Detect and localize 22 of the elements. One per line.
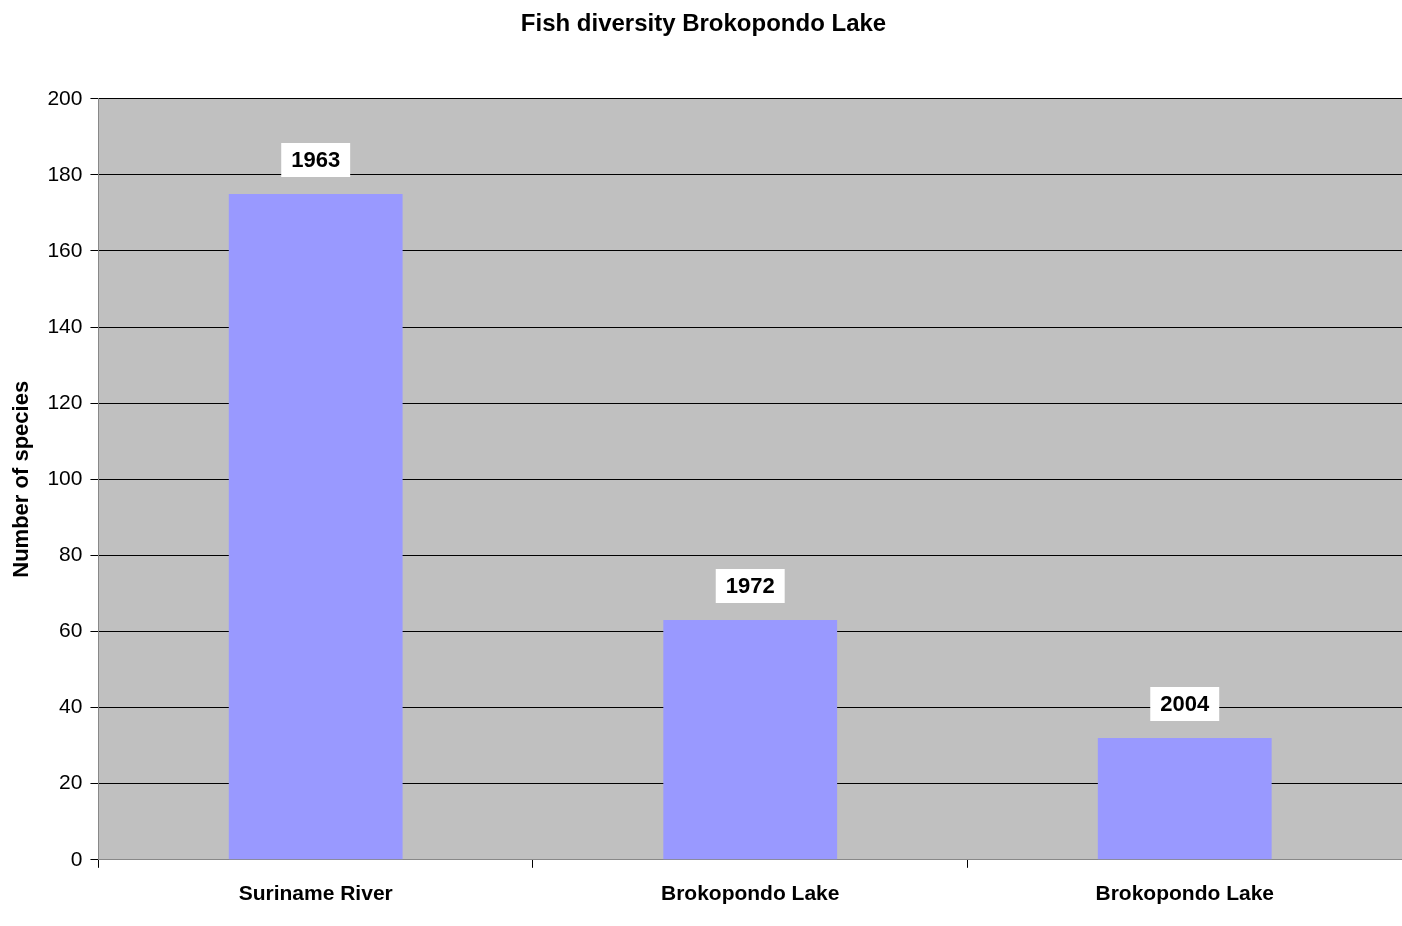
y-tick-label: 20 [59, 770, 83, 794]
y-tick-label: 80 [59, 542, 83, 566]
y-tick-label: 40 [59, 694, 83, 718]
y-tick-label: 200 [47, 85, 83, 109]
annotation: 1963 [291, 146, 341, 172]
y-tick-label: 60 [59, 618, 83, 642]
y-tick-label: 140 [47, 313, 83, 337]
x-tick-label: Brokopondo Lake [660, 881, 840, 905]
x-tick-label: Brokopondo Lake [1095, 881, 1274, 905]
annotation: 2004 [1160, 691, 1210, 717]
y-tick-label: 160 [47, 237, 83, 261]
bar [228, 193, 403, 860]
bar [663, 620, 838, 860]
y-axis-title: Number of species [8, 380, 34, 578]
annotation: 1972 [725, 573, 775, 599]
y-tick-label: 100 [47, 466, 83, 490]
y-tick-label: 120 [47, 390, 83, 413]
chart-title: Fish diversity Brokopondo Lake [520, 9, 887, 37]
y-tick-label: 0 [70, 846, 83, 870]
x-tick-label: Suriname River [238, 881, 393, 905]
y-tick-label: 180 [47, 161, 83, 185]
bar [1097, 738, 1272, 860]
